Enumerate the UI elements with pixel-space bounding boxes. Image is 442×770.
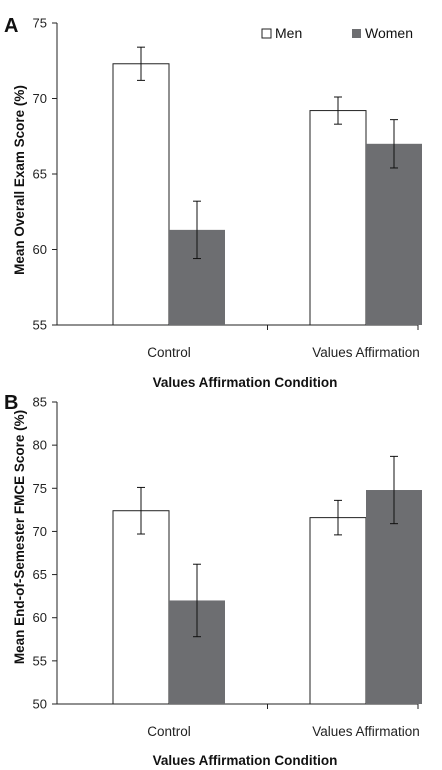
bar-men-control <box>112 510 170 705</box>
panel-a-plot-area: 55 60 65 70 75 Control Values Affirmation <box>33 16 422 360</box>
x-category-label: Values Affirmation <box>312 724 420 739</box>
panel-a-label: A <box>4 15 18 37</box>
y-tick-label: 65 <box>33 567 47 582</box>
y-tick-label: 55 <box>33 653 47 668</box>
panel-a-y-axis-label: Mean Overall Exam Score (%) <box>12 85 27 275</box>
y-tick-label: 75 <box>33 481 47 496</box>
legend-label-women: Women <box>365 25 413 41</box>
y-tick-label: 65 <box>33 167 47 182</box>
y-tick-label: 70 <box>33 91 47 106</box>
y-tick-label: 85 <box>33 395 47 410</box>
bar-men-values-affirmation <box>309 517 367 705</box>
legend-label-men: Men <box>275 25 302 41</box>
y-tick-label: 50 <box>33 697 47 712</box>
x-category-label: Values Affirmation <box>312 345 420 360</box>
y-tick-label: 75 <box>33 16 47 31</box>
y-tick-label: 60 <box>33 610 47 625</box>
panel-a-chart: A Mean Overall Exam Score (%) Values Aff… <box>4 15 422 390</box>
y-tick-label: 80 <box>33 438 47 453</box>
panel-b-y-axis-label: Mean End-of-Semester FMCE Score (%) <box>12 410 27 664</box>
panel-b-chart: B Mean End-of-Semester FMCE Score (%) Va… <box>4 392 422 768</box>
bar-men-values-affirmation <box>309 110 367 326</box>
bar-women-values-affirmation <box>366 490 422 704</box>
bar-men-control <box>112 63 170 326</box>
bar-women-values-affirmation <box>366 143 422 325</box>
legend-swatch-women <box>352 29 361 38</box>
panel-b-plot-area: 50 55 60 65 70 75 80 85 Control Values Affirmatio… <box>33 395 422 739</box>
panel-a-x-axis-label: Values Affirmation Condition <box>153 375 338 390</box>
legend-swatch-men <box>261 28 272 39</box>
panel-b-label: B <box>4 392 18 414</box>
panel-b-x-axis-label: Values Affirmation Condition <box>153 753 338 768</box>
y-tick-label: 60 <box>33 242 47 257</box>
y-tick-label: 70 <box>33 524 47 539</box>
y-tick-label: 55 <box>33 318 47 333</box>
x-category-label: Control <box>147 724 191 739</box>
x-category-label: Control <box>147 345 191 360</box>
